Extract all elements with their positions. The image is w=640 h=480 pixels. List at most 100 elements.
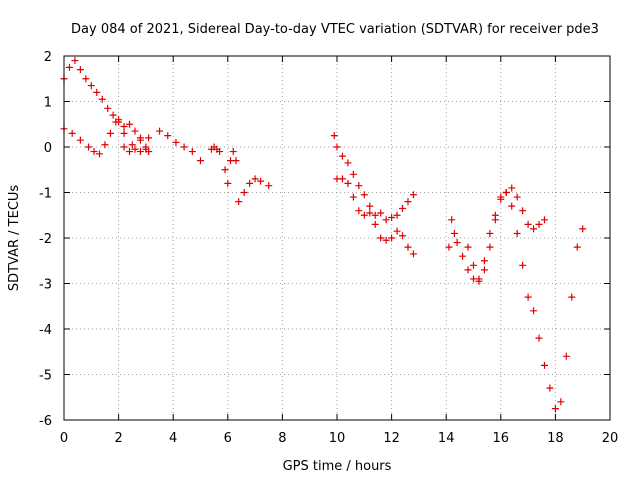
data-point bbox=[540, 216, 548, 224]
data-point bbox=[85, 143, 93, 151]
data-point bbox=[551, 405, 559, 413]
y-tick-label: -3 bbox=[39, 278, 52, 293]
data-point bbox=[470, 261, 477, 269]
data-point bbox=[240, 189, 248, 196]
data-point bbox=[475, 275, 483, 283]
y-axis-label: SDTVAR / TECUs bbox=[7, 185, 22, 292]
x-tick-label: 0 bbox=[60, 431, 68, 446]
data-point bbox=[453, 239, 461, 247]
x-tick-label: 20 bbox=[602, 431, 619, 446]
data-point bbox=[120, 123, 128, 131]
data-point bbox=[404, 243, 412, 251]
data-point bbox=[330, 132, 338, 140]
data-point bbox=[377, 234, 385, 242]
x-axis-ticks: 0 2 4 6 8 10 12 14 16 18 20 bbox=[60, 56, 618, 446]
data-point bbox=[573, 243, 581, 251]
data-point bbox=[106, 129, 114, 137]
data-point bbox=[524, 220, 532, 228]
data-point bbox=[535, 334, 543, 342]
series-arc-6 bbox=[235, 175, 273, 206]
series-arc-9 bbox=[445, 184, 548, 285]
x-tick-label: 8 bbox=[278, 431, 286, 446]
data-point bbox=[221, 166, 229, 174]
x-tick-label: 2 bbox=[114, 431, 122, 446]
data-point bbox=[464, 243, 472, 251]
data-point bbox=[338, 175, 346, 183]
data-point bbox=[145, 148, 153, 156]
data-point bbox=[540, 361, 548, 369]
data-point bbox=[513, 193, 521, 201]
data-point bbox=[338, 152, 346, 160]
y-tick-label: -2 bbox=[39, 232, 52, 247]
data-point bbox=[366, 209, 374, 217]
data-point bbox=[445, 243, 453, 251]
data-point bbox=[251, 175, 259, 183]
data-point bbox=[120, 129, 128, 137]
data-point bbox=[172, 138, 180, 146]
data-point bbox=[131, 145, 139, 153]
x-tick-label: 10 bbox=[329, 431, 346, 446]
data-point bbox=[459, 252, 467, 260]
data-point bbox=[464, 266, 472, 274]
data-point bbox=[360, 211, 368, 219]
data-point bbox=[115, 116, 123, 124]
data-point bbox=[128, 141, 136, 149]
data-point bbox=[109, 111, 117, 119]
data-point bbox=[65, 63, 73, 71]
data-points bbox=[60, 57, 587, 413]
data-point bbox=[409, 250, 417, 258]
data-point bbox=[76, 136, 84, 144]
data-point bbox=[502, 189, 510, 196]
data-point bbox=[546, 384, 554, 392]
x-tick-label: 12 bbox=[383, 431, 400, 446]
series-arc-5 bbox=[221, 148, 240, 187]
y-tick-label: -4 bbox=[39, 323, 52, 338]
x-tick-label: 14 bbox=[438, 431, 455, 446]
y-tick-label: -1 bbox=[39, 187, 52, 202]
data-point bbox=[235, 198, 243, 206]
data-point bbox=[513, 229, 521, 237]
data-point bbox=[530, 307, 538, 315]
data-point bbox=[371, 220, 379, 228]
data-point bbox=[246, 179, 254, 187]
data-point bbox=[197, 157, 204, 165]
data-point bbox=[131, 127, 139, 135]
data-point bbox=[68, 129, 76, 137]
data-point bbox=[120, 143, 128, 151]
y-tick-label: 0 bbox=[44, 141, 52, 156]
data-point bbox=[450, 229, 458, 237]
data-point bbox=[508, 184, 516, 192]
data-point bbox=[344, 179, 352, 187]
chart-title: Day 084 of 2021, Sidereal Day-to-day VTE… bbox=[71, 22, 599, 37]
data-point bbox=[126, 148, 134, 156]
data-point bbox=[216, 148, 224, 156]
grid-lines bbox=[64, 56, 610, 420]
data-point bbox=[579, 225, 587, 233]
data-point bbox=[76, 66, 84, 74]
data-point bbox=[409, 191, 417, 199]
data-point bbox=[224, 179, 232, 187]
data-point bbox=[568, 293, 576, 301]
y-tick-label: -5 bbox=[39, 369, 52, 384]
data-point bbox=[98, 95, 106, 103]
data-point bbox=[232, 157, 240, 165]
data-point bbox=[333, 143, 341, 151]
data-point bbox=[188, 148, 196, 156]
data-point bbox=[491, 211, 499, 219]
data-point bbox=[486, 243, 494, 251]
data-point bbox=[519, 207, 527, 215]
data-point bbox=[486, 229, 494, 237]
data-point bbox=[535, 220, 543, 228]
data-point bbox=[360, 191, 368, 199]
data-point bbox=[145, 134, 153, 142]
data-point bbox=[82, 75, 90, 83]
data-point bbox=[349, 193, 357, 201]
x-tick-label: 4 bbox=[169, 431, 177, 446]
data-point bbox=[377, 209, 385, 217]
data-point bbox=[393, 211, 401, 219]
y-tick-label: 1 bbox=[44, 96, 52, 111]
plot-frame bbox=[63, 55, 611, 421]
data-point bbox=[497, 193, 505, 201]
data-point bbox=[71, 57, 79, 65]
data-point bbox=[388, 234, 396, 242]
